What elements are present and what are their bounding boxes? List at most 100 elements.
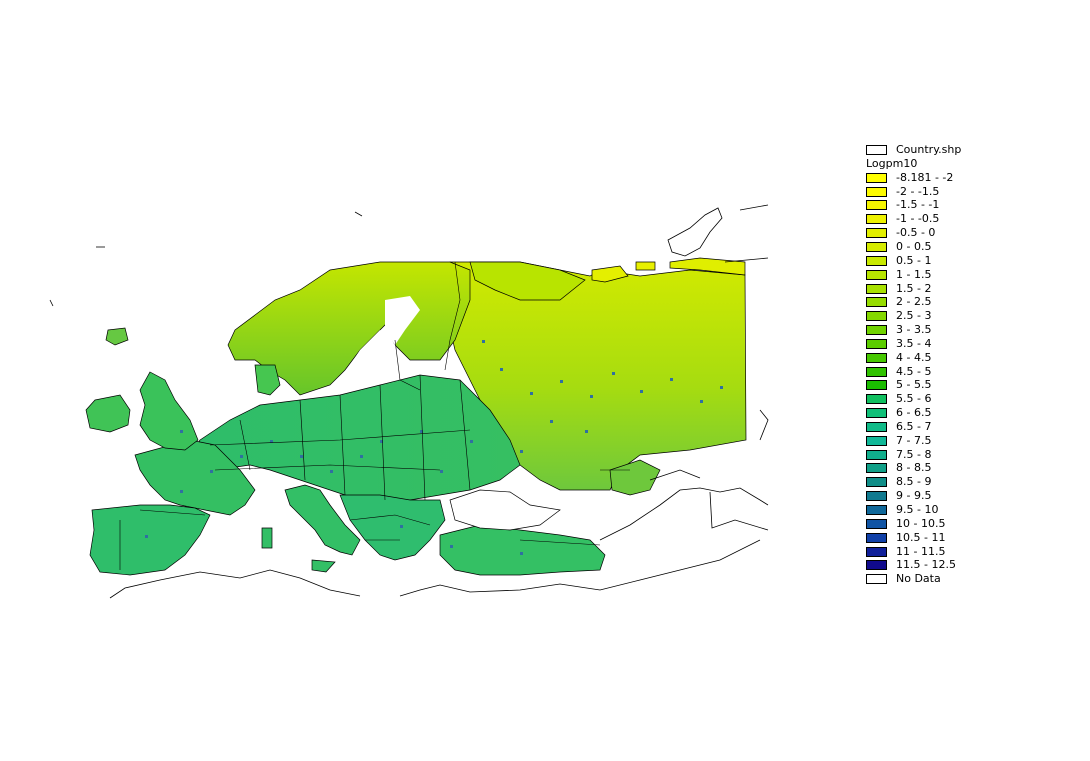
legend-class-label: 4.5 - 5 xyxy=(896,364,932,378)
legend-class-swatch xyxy=(866,241,887,252)
legend-class-swatch xyxy=(866,297,887,308)
legend-class-swatch xyxy=(866,325,887,336)
legend-class-swatch xyxy=(866,408,887,419)
legend-class-entry: 11.5 - 12.5 xyxy=(866,558,961,572)
legend-class-label: 11 - 11.5 xyxy=(896,544,946,558)
legend-class-entry: 4.5 - 5 xyxy=(866,365,961,379)
legend-class-entry: -2 - -1.5 xyxy=(866,185,961,199)
legend-class-swatch xyxy=(866,366,887,377)
legend-class-entry: 2.5 - 3 xyxy=(866,309,961,323)
legend-class-entry: 1 - 1.5 xyxy=(866,268,961,282)
legend-class-label: 0.5 - 1 xyxy=(896,253,932,267)
legend-class-entry: 8.5 - 9 xyxy=(866,475,961,489)
legend-class-label: 10.5 - 11 xyxy=(896,530,946,544)
legend-class-entry: -8.181 - -2 xyxy=(866,171,961,185)
legend-class-label: 6.5 - 7 xyxy=(896,419,932,433)
legend-class-label: 2 - 2.5 xyxy=(896,295,932,309)
legend-class-label: 5 - 5.5 xyxy=(896,378,932,392)
legend-class-swatch xyxy=(866,505,887,516)
legend-class-swatch xyxy=(866,435,887,446)
legend-class-entry: 8 - 8.5 xyxy=(866,462,961,476)
legend-class-swatch xyxy=(866,532,887,543)
outline-east-edge xyxy=(759,409,769,441)
region-denmark xyxy=(254,364,281,396)
legend-class-label: 11.5 - 12.5 xyxy=(896,558,956,572)
legend-class-label: 6 - 6.5 xyxy=(896,406,932,420)
legend-class-entry: 7 - 7.5 xyxy=(866,434,961,448)
outline-novaya-zemlya-north xyxy=(667,207,723,257)
legend-class-label: 4 - 4.5 xyxy=(896,350,932,364)
legend-class-label: 7.5 - 8 xyxy=(896,447,932,461)
legend-class-label: -2 - -1.5 xyxy=(896,184,940,198)
legend-class-label: 7 - 7.5 xyxy=(896,433,932,447)
legend-class-label: 10 - 10.5 xyxy=(896,516,946,530)
legend-class-entry: 5.5 - 6 xyxy=(866,392,961,406)
outline-franz-josef xyxy=(739,204,769,211)
outline-north-africa-east xyxy=(399,539,761,597)
legend-class-entry: 3.5 - 4 xyxy=(866,337,961,351)
region-turkey xyxy=(439,524,606,576)
outline-jan-mayen xyxy=(49,299,54,307)
legend-class-swatch xyxy=(866,421,887,432)
legend-class-label: -1.5 - -1 xyxy=(896,198,940,212)
legend-layer-entry: Country.shp xyxy=(866,143,961,157)
region-italy xyxy=(284,484,361,556)
legend-class-entry: 2 - 2.5 xyxy=(866,295,961,309)
legend-class-label: 1 - 1.5 xyxy=(896,267,932,281)
legend-class-entry: 1.5 - 2 xyxy=(866,282,961,296)
legend-class-entry: 3 - 3.5 xyxy=(866,323,961,337)
legend-class-entry: 6 - 6.5 xyxy=(866,406,961,420)
legend-class-label: 2.5 - 3 xyxy=(896,309,932,323)
region-great-britain xyxy=(139,371,199,451)
legend-class-entry: 10.5 - 11 xyxy=(866,531,961,545)
region-balkans xyxy=(339,494,446,561)
legend-class-entry: 0 - 0.5 xyxy=(866,240,961,254)
legend-class-label: 3.5 - 4 xyxy=(896,336,932,350)
legend-class-entry: 0.5 - 1 xyxy=(866,254,961,268)
outline-arabia xyxy=(709,491,769,531)
legend-class-label: 9.5 - 10 xyxy=(896,503,939,517)
region-sicily xyxy=(311,559,336,573)
legend-class-swatch xyxy=(866,200,887,211)
legend-class-label: No Data xyxy=(896,572,941,586)
gulf-bothnia xyxy=(340,330,400,400)
legend-class-swatch xyxy=(866,477,887,488)
region-iceland xyxy=(105,327,129,346)
legend-class-swatch xyxy=(866,518,887,529)
legend-class-label: 5.5 - 6 xyxy=(896,392,932,406)
baltic-sea xyxy=(385,296,420,345)
legend-class-swatch xyxy=(866,255,887,266)
region-iberia xyxy=(89,504,211,576)
legend-class-label: 8.5 - 9 xyxy=(896,475,932,489)
legend-class-entry: 10 - 10.5 xyxy=(866,517,961,531)
legend-class-entry: -0.5 - 0 xyxy=(866,226,961,240)
raster-speckle-layer xyxy=(145,340,723,555)
legend-class-entry: -1.5 - -1 xyxy=(866,199,961,213)
legend-class-swatch xyxy=(866,186,887,197)
outline-svalbard xyxy=(354,211,363,217)
legend-class-swatch xyxy=(866,491,887,502)
legend-class-swatch xyxy=(866,574,887,585)
legend-classes: -8.181 - -2 -2 - -1.5 -1.5 - -1 -1 - -0.5 -0… xyxy=(866,171,961,586)
legend-class-entry: 5 - 5.5 xyxy=(866,379,961,393)
legend-class-entry: No Data xyxy=(866,572,961,586)
outline-middle-east xyxy=(599,487,769,541)
legend-class-swatch xyxy=(866,394,887,405)
legend-class-entry: 4 - 4.5 xyxy=(866,351,961,365)
legend-class-entry: 7.5 - 8 xyxy=(866,448,961,462)
region-ireland xyxy=(85,394,131,433)
legend-class-swatch xyxy=(866,546,887,557)
legend-class-entry: 9.5 - 10 xyxy=(866,503,961,517)
legend-class-label: 9 - 9.5 xyxy=(896,489,932,503)
outline-north-africa xyxy=(109,569,361,599)
legend-class-swatch xyxy=(866,463,887,474)
raster-land-layer xyxy=(85,257,747,576)
outline-caucasus xyxy=(649,469,701,481)
legend-class-swatch xyxy=(866,352,887,363)
region-caspian xyxy=(609,459,661,496)
legend-class-swatch xyxy=(866,269,887,280)
legend-class-swatch xyxy=(866,172,887,183)
legend-class-swatch xyxy=(866,560,887,571)
legend-class-swatch xyxy=(866,214,887,225)
region-kola xyxy=(469,261,586,301)
